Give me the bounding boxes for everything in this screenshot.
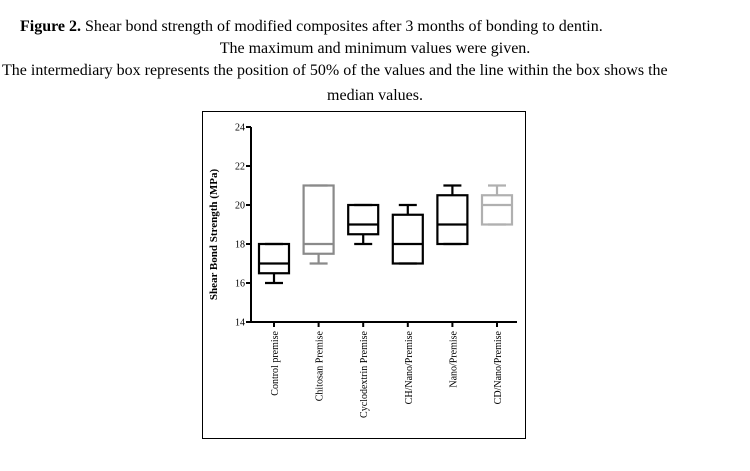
box-1 [302, 184, 335, 255]
figure-label: Figure 2. [20, 18, 82, 35]
box-2 [347, 203, 380, 236]
figure-title: Shear bond strength of modified composit… [85, 18, 603, 35]
y-tick-label-14: 14 [235, 318, 245, 329]
x-tick-label-5: CD/Nano/Premise [493, 330, 504, 404]
y-tick-label-18: 18 [235, 240, 245, 251]
box-5 [480, 194, 514, 226]
x-tick-label-1: Chitosan Premise [315, 330, 326, 401]
y-tick-label-16: 16 [235, 279, 245, 290]
caption-line-3: The intermediary box represents the posi… [2, 62, 668, 79]
y-tick-label-24: 24 [235, 123, 245, 134]
box-plot: 14 16 18 20 22 24 Shear Bond Strength (MPa) Con… [208, 123, 517, 418]
y-axis-title: Shear Bond Strength (MPa) [208, 169, 220, 301]
x-tick-label-3: CH/Nano/Premise [404, 330, 415, 404]
y-tick-label-20: 20 [235, 201, 245, 212]
x-tick-label-2: Cyclodextrin Premise [359, 330, 370, 417]
x-tick-label-0: Control premise [270, 330, 281, 395]
box-0 [257, 242, 291, 275]
x-tick-label-4: Nano/Premise [448, 330, 459, 387]
caption-line-1: Figure 2. Shear bond strength of modifie… [20, 17, 603, 37]
chart-frame [202, 111, 526, 439]
y-tick-label-22: 22 [235, 162, 245, 173]
caption-line-2: The maximum and minimum values were give… [219, 40, 531, 57]
caption-line-4: median values. [327, 87, 423, 104]
box-4 [436, 194, 469, 246]
box-3 [391, 213, 424, 265]
